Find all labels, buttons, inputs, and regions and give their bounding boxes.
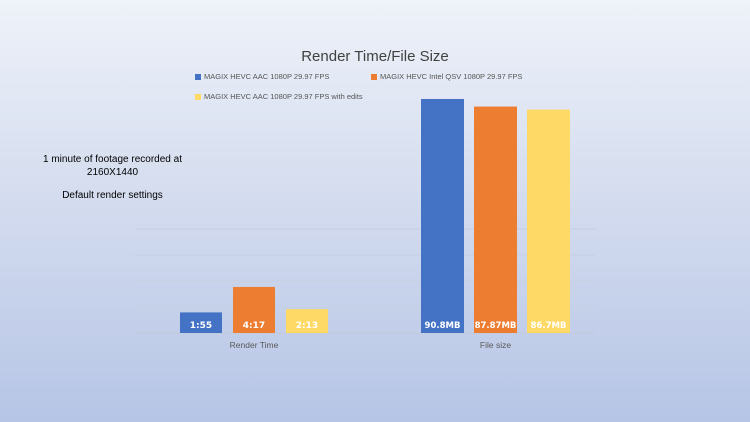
bar-file-size-series-2 (474, 106, 517, 334)
legend-swatch-series-1 (195, 74, 201, 81)
legend-item-series-1: MAGIX HEVC AAC 1080P 29.97 FPS (195, 72, 329, 82)
bar-render-time-series-2 (233, 286, 275, 333)
legend-item-series-3: MAGIX HEVC AAC 1080P 29.97 FPS with edit… (195, 92, 363, 102)
bar-render-time-series-1 (180, 312, 222, 333)
legend-item-series-2: MAGIX HEVC Intel QSV 1080P 29.97 FPS (371, 72, 522, 82)
bar-render-time-series-3 (286, 309, 328, 333)
data-label-file-size-series-1: 90.8MB (425, 321, 461, 331)
chart-legend: MAGIX HEVC AAC 1080P 29.97 FPS MAGIX HEV… (195, 72, 595, 108)
legend-label-series-3: MAGIX HEVC AAC 1080P 29.97 FPS with edit… (204, 92, 363, 102)
chart-title: Render Time/File Size (301, 48, 449, 65)
bar-file-size-series-3 (527, 109, 570, 334)
legend-label-series-2: MAGIX HEVC Intel QSV 1080P 29.97 FPS (380, 72, 523, 82)
category-label-2: File size (480, 340, 511, 350)
footage-note-line-3: Default render settings (62, 190, 163, 201)
legend-swatch-series-3 (195, 94, 201, 101)
data-label-file-size-series-3: 86.7MB (531, 321, 567, 331)
data-label-render-time-series-3: 2:13 (296, 321, 318, 331)
bar-file-size-series-1 (421, 99, 464, 333)
data-label-render-time-series-1: 1:55 (190, 321, 212, 331)
data-label-file-size-series-2: 87.87MB (475, 321, 517, 331)
footage-note: 1 minute of footage recorded at 2160X144… (15, 153, 210, 202)
data-label-render-time-series-2: 4:17 (243, 321, 265, 331)
legend-label-series-1: MAGIX HEVC AAC 1080P 29.97 FPS (204, 72, 330, 82)
footage-note-line-1: 1 minute of footage recorded at (43, 154, 182, 165)
category-label-1: Render Time (230, 340, 279, 350)
footage-note-line-2: 2160X1440 (86, 167, 139, 178)
legend-swatch-series-2 (371, 74, 377, 81)
